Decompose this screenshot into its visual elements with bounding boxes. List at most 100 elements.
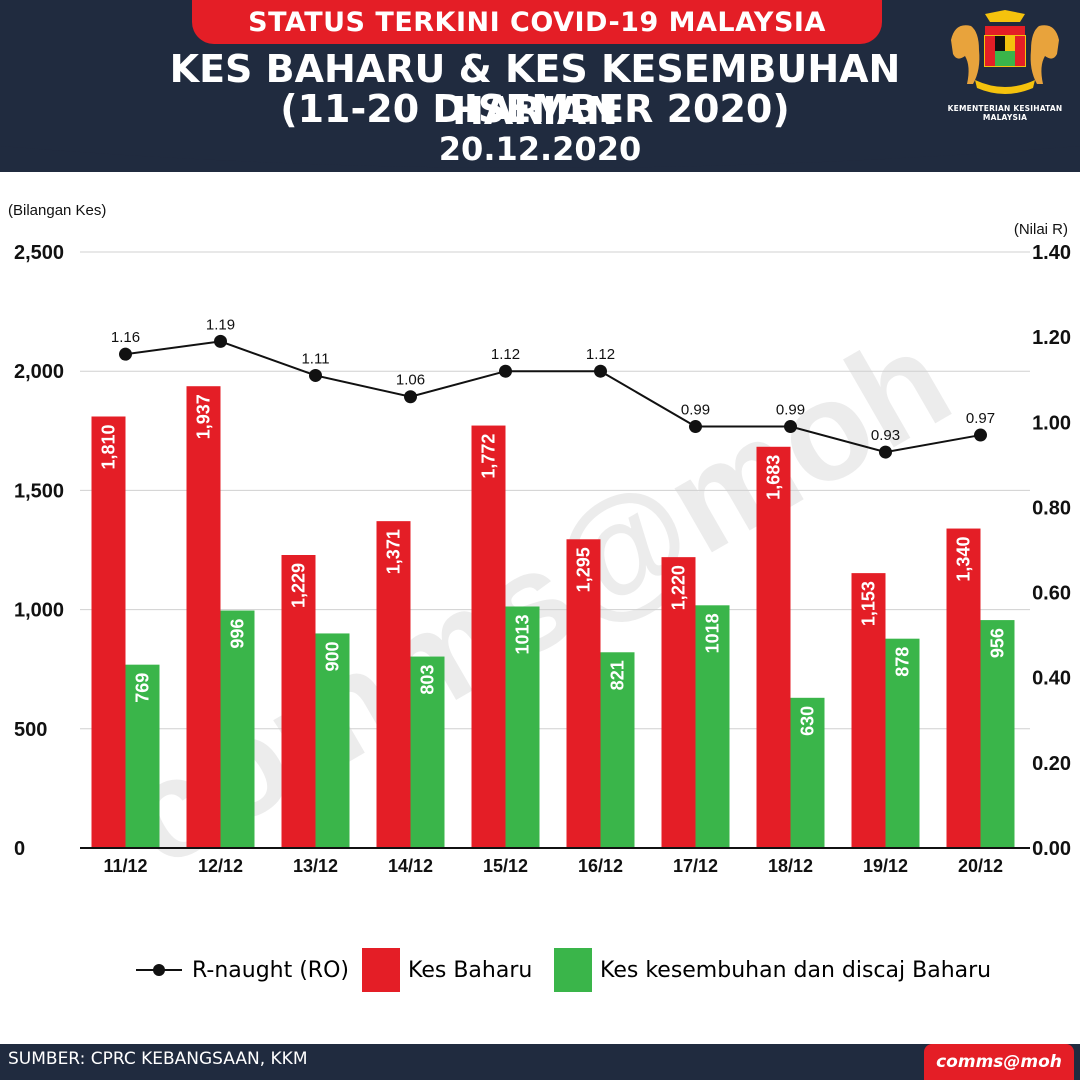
y-tick-label: 1,500 bbox=[14, 480, 64, 502]
legend-recovered: Kes kesembuhan dan discaj Baharu bbox=[554, 948, 991, 992]
ministry-name: KEMENTERIAN KESIHATAN MALAYSIA bbox=[947, 104, 1063, 122]
y2-tick-label: 0.60 bbox=[1032, 583, 1071, 605]
x-tick-label: 17/12 bbox=[673, 856, 718, 876]
r-naught-point bbox=[689, 420, 702, 434]
recovered-bar bbox=[410, 656, 445, 848]
new-cases-label: 1,295 bbox=[574, 547, 594, 592]
recovered-bar bbox=[600, 652, 635, 848]
x-tick-label: 19/12 bbox=[863, 856, 908, 876]
y2-tick-label: 1.40 bbox=[1032, 242, 1071, 264]
recovered-label: 1013 bbox=[513, 615, 533, 655]
x-tick-label: 20/12 bbox=[958, 856, 1003, 876]
page-title: KES BAHARU & KES KESEMBUHAN HARIAN bbox=[169, 47, 901, 133]
new-cases-bar bbox=[281, 555, 316, 848]
y2-tick-label: 0.00 bbox=[1032, 838, 1071, 860]
recovered-bar bbox=[505, 606, 540, 848]
handle-text: comms@moh bbox=[936, 1052, 1062, 1072]
r-naught-label: 1.19 bbox=[206, 316, 235, 333]
chart: comms@moh 1,8107691,9379961,2299001,3718… bbox=[8, 202, 1071, 897]
r-naught-label: 0.97 bbox=[966, 410, 995, 427]
recovered-label: 956 bbox=[988, 628, 1008, 658]
r-naught-point bbox=[974, 428, 987, 442]
new-cases-label: 1,340 bbox=[954, 537, 974, 582]
new-cases-label: 1,220 bbox=[669, 565, 689, 610]
recovered-label: 630 bbox=[798, 706, 818, 736]
new-cases-bar bbox=[566, 539, 601, 848]
r-naught-label: 1.16 bbox=[111, 329, 140, 346]
page-subtitle: (11-20 DISEMBER 2020) bbox=[280, 87, 790, 131]
new-cases-label: 1,810 bbox=[99, 424, 119, 469]
source-text: SUMBER: CPRC KEBANGSAAN, KKM bbox=[8, 1049, 308, 1069]
handle-badge: comms@moh bbox=[924, 1044, 1074, 1080]
status-banner: STATUS TERKINI COVID-19 MALAYSIA bbox=[192, 0, 882, 44]
y2-axis-title: (Nilai R) bbox=[1014, 221, 1068, 238]
recovered-bar bbox=[885, 638, 920, 848]
r-naught-point bbox=[879, 445, 892, 459]
recovered-bar bbox=[790, 697, 825, 848]
new-cases-bar bbox=[946, 528, 981, 848]
legend-r-naught: R-naught (RO) bbox=[134, 948, 349, 992]
x-tick-label: 12/12 bbox=[198, 856, 243, 876]
r-naught-label: 0.99 bbox=[681, 402, 710, 419]
y-tick-label: 2,000 bbox=[14, 361, 64, 383]
new-cases-label: 1,937 bbox=[194, 394, 214, 439]
r-naught-label: 0.99 bbox=[776, 402, 805, 419]
footer-bar bbox=[0, 1044, 1080, 1080]
recovered-bar bbox=[695, 605, 730, 848]
y-axis-title: (Bilangan Kes) bbox=[8, 202, 106, 219]
legend-line-marker bbox=[136, 964, 182, 976]
x-tick-label: 11/12 bbox=[103, 856, 147, 876]
new-cases-bar bbox=[661, 557, 696, 848]
report-date: 20.12.2020 bbox=[438, 130, 642, 168]
recovered-bar bbox=[125, 664, 160, 848]
new-cases-bar bbox=[376, 521, 411, 848]
new-cases-label: 1,772 bbox=[479, 434, 499, 479]
new-cases-bar bbox=[851, 573, 886, 848]
recovered-bar bbox=[220, 610, 255, 848]
recovered-label: 821 bbox=[608, 660, 628, 690]
y2-tick-label: 1.20 bbox=[1032, 327, 1071, 349]
r-naught-point bbox=[784, 420, 797, 434]
recovered-label: 1018 bbox=[703, 613, 723, 653]
x-tick-label: 15/12 bbox=[483, 856, 528, 876]
r-naught-label: 0.93 bbox=[871, 427, 900, 444]
legend-r-label: R-naught (RO) bbox=[192, 957, 349, 983]
new-cases-label: 1,683 bbox=[764, 455, 784, 500]
r-naught-point bbox=[594, 364, 607, 378]
new-cases-bar bbox=[186, 386, 221, 848]
r-naught-label: 1.11 bbox=[301, 350, 329, 367]
legend-recovered-label: Kes kesembuhan dan discaj Baharu bbox=[600, 957, 992, 983]
r-naught-point bbox=[119, 347, 132, 361]
recovered-label: 803 bbox=[418, 665, 438, 695]
new-cases-bar bbox=[756, 446, 791, 848]
coat-of-arms-icon bbox=[951, 10, 1059, 94]
y2-tick-label: 0.80 bbox=[1032, 497, 1071, 519]
header-curve bbox=[0, 130, 1080, 168]
new-cases-bar bbox=[91, 416, 126, 848]
y2-tick-label: 0.20 bbox=[1032, 753, 1071, 775]
legend-green-swatch bbox=[554, 948, 592, 992]
r-naught-point bbox=[499, 364, 512, 378]
r-naught-point bbox=[309, 368, 322, 382]
legend-new-label: Kes Baharu bbox=[408, 957, 533, 983]
recovered-label: 769 bbox=[133, 673, 153, 703]
recovered-bar bbox=[980, 620, 1015, 848]
x-tick-label: 16/12 bbox=[578, 856, 623, 876]
banner-text: STATUS TERKINI COVID-19 MALAYSIA bbox=[248, 6, 826, 38]
y2-tick-label: 1.00 bbox=[1032, 412, 1071, 434]
legend-new-cases: Kes Baharu bbox=[362, 948, 532, 992]
r-naught-point bbox=[404, 390, 417, 404]
recovered-label: 900 bbox=[323, 641, 343, 671]
r-naught-point bbox=[214, 334, 227, 348]
legend-red-swatch bbox=[362, 948, 400, 992]
recovered-bar bbox=[315, 633, 350, 848]
recovered-label: 878 bbox=[893, 647, 913, 677]
y2-tick-label: 0.40 bbox=[1032, 668, 1071, 690]
x-tick-label: 18/12 bbox=[768, 856, 813, 876]
new-cases-label: 1,229 bbox=[289, 563, 309, 608]
y-tick-label: 1,000 bbox=[14, 600, 64, 622]
r-naught-line bbox=[125, 340, 981, 454]
y-tick-label: 500 bbox=[14, 719, 47, 741]
new-cases-label: 1,371 bbox=[384, 529, 404, 574]
r-naught-label: 1.06 bbox=[396, 372, 425, 389]
